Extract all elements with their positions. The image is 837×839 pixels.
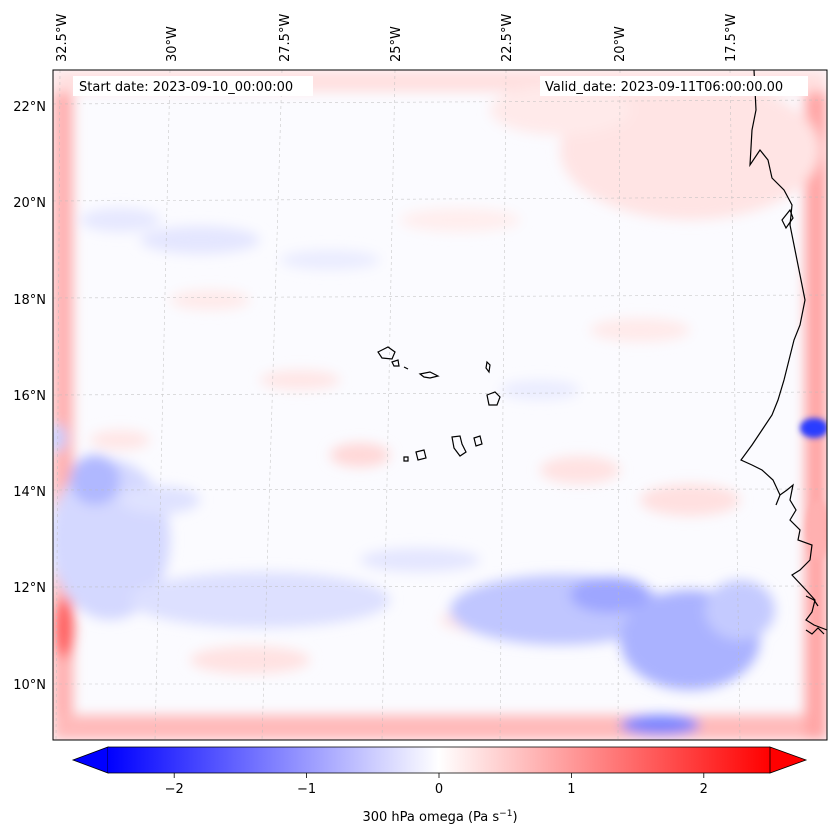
lon-label-25w: 25°W [389, 26, 404, 62]
longitude-labels: 32.5°W 30°W 27.5°W 25°W 22.5°W 20°W 17.5… [55, 14, 739, 62]
coastline [740, 70, 827, 635]
colorbar-ticks: −2 −1 0 1 2 [165, 773, 708, 797]
colorbar-tick-label: −2 [165, 782, 184, 797]
lat-label-20n: 20°N [13, 196, 46, 211]
valid-date-box: Valid_date: 2023-09-11T06:00:00.00 [540, 76, 808, 96]
colorbar-tick-label: 1 [567, 782, 575, 797]
lon-label-30w: 30°W [165, 26, 180, 62]
lat-label-22n: 22°N [13, 100, 46, 115]
latitude-labels: 22°N 20°N 18°N 16°N 14°N 12°N 10°N [13, 100, 46, 693]
start-date-label: Start date: 2023-09-10_00:00:00 [79, 80, 293, 95]
lon-label-20w: 20°W [613, 26, 628, 62]
colorbar-extend-negative [71, 746, 109, 774]
lat-label-14n: 14°N [13, 485, 46, 500]
lat-label-18n: 18°N [13, 293, 46, 308]
colorbar-label: 300 hPa omega (Pa s−1) [362, 809, 517, 825]
island-santa-luzia [403, 366, 409, 370]
island-sao-vicente [391, 359, 400, 367]
lon-label-27-5w: 27.5°W [278, 14, 293, 62]
colorbar-gradient [108, 747, 770, 773]
island-santiago [451, 435, 467, 457]
island-maio [473, 435, 483, 447]
lat-label-10n: 10°N [13, 678, 46, 693]
valid-date-label: Valid_date: 2023-09-11T06:00:00.00 [545, 80, 783, 95]
gridlines [53, 70, 827, 740]
map-frame [52, 69, 828, 741]
island-boa-vista [486, 391, 501, 406]
colorbar: −2 −1 0 1 2 300 hPa omega (Pa s−1) [71, 746, 808, 825]
lon-label-32-5w: 32.5°W [55, 14, 70, 62]
island-fogo [415, 449, 427, 461]
colorbar-tick-label: 2 [700, 782, 708, 797]
lon-label-22-5w: 22.5°W [500, 14, 515, 62]
island-sao-nicolau [418, 371, 440, 379]
map-panel [53, 70, 827, 740]
start-date-box: Start date: 2023-09-10_00:00:00 [73, 76, 313, 96]
island-sal [485, 360, 491, 374]
island-brava [403, 456, 409, 462]
lat-label-16n: 16°N [13, 389, 46, 404]
colorbar-tick-label: 0 [435, 782, 443, 797]
lat-label-12n: 12°N [13, 581, 46, 596]
colorbar-tick-label: −1 [297, 782, 316, 797]
colorbar-extend-positive [769, 746, 808, 774]
island-santo-antao [377, 346, 396, 360]
lon-label-17-5w: 17.5°W [724, 14, 739, 62]
islands [377, 346, 501, 462]
